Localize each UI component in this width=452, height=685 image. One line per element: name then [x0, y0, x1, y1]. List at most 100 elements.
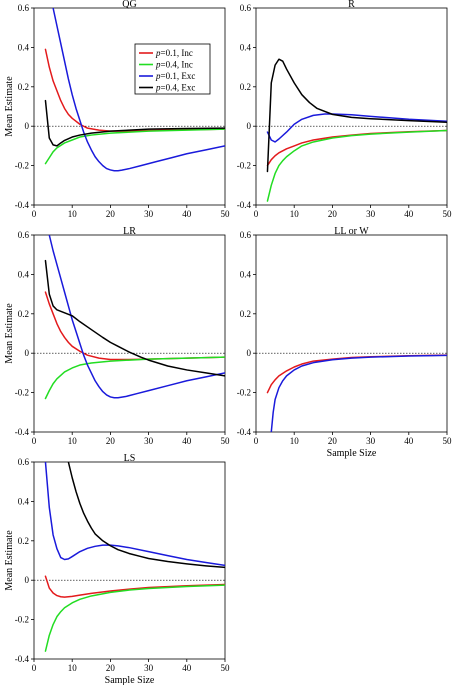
plot-frame [255, 7, 448, 206]
panel-ls: -0.4 -0.2 0 0.2 0.4 0.6 0 10 20 30 40 50 LS Mean Esti… [4, 453, 230, 685]
x-tick-label: 20 [106, 436, 116, 446]
series-line-p01-exc [266, 113, 447, 143]
series-line-p01-inc [44, 48, 225, 132]
x-tick-label: 40 [182, 209, 192, 219]
x-tick-label: 40 [182, 436, 192, 446]
y-tick-label: 0.4 [18, 496, 30, 506]
y-tick-label: -0.2 [15, 615, 29, 625]
plot-frame [33, 7, 226, 206]
y-tick-label: -0.4 [237, 200, 252, 210]
y-tick-label: 0 [25, 575, 30, 585]
series-line-p04-inc [44, 584, 225, 652]
y-tick-label: 0.2 [18, 82, 29, 92]
x-axis-label: Sample Size [327, 448, 377, 459]
x-tick-label: 10 [68, 209, 78, 219]
series-line-p01-exc [44, 462, 225, 567]
series-line-p01-exc [52, 8, 225, 172]
y-axis-label: Mean Estimate [4, 303, 15, 364]
y-tick-label: -0.4 [15, 654, 30, 664]
x-tick-label: 10 [68, 663, 78, 673]
x-tick-label: 20 [328, 436, 338, 446]
x-tick-label: 50 [221, 436, 231, 446]
panel-title: QG [122, 0, 136, 10]
panel-title: LS [124, 453, 136, 464]
panel-qg: -0.4 -0.2 0 0.2 0.4 0.6 0 10 20 30 40 50 QG Mean Esti… [4, 0, 230, 219]
y-tick-label: 0.4 [18, 269, 30, 279]
series-line-p04-exc [44, 259, 225, 377]
x-tick-label: 30 [144, 436, 154, 446]
y-tick-label: 0.2 [240, 82, 251, 92]
x-tick-label: 30 [366, 209, 376, 219]
x-tick-label: 20 [106, 209, 116, 219]
series-line-p04-exc [67, 462, 225, 569]
panel-title: LL or W [334, 226, 369, 237]
x-tick-label: 10 [290, 209, 300, 219]
legend-entry-label: p=0.4, Inc [155, 60, 193, 70]
y-axis-label: Mean Estimate [4, 530, 15, 591]
y-tick-label: -0.2 [237, 161, 251, 171]
x-tick-label: 50 [221, 209, 231, 219]
x-tick-label: 0 [254, 209, 259, 219]
y-tick-label: 0 [247, 121, 252, 131]
x-axis-label: Sample Size [105, 675, 155, 685]
panel-lr: -0.4 -0.2 0 0.2 0.4 0.6 0 10 20 30 40 50 LR Mean Esti… [4, 226, 230, 446]
x-tick-label: 30 [144, 209, 154, 219]
x-tick-label: 30 [144, 663, 154, 673]
x-tick-label: 10 [290, 436, 300, 446]
series-line-p01-inc [44, 575, 225, 598]
series-line-p04-exc [44, 99, 225, 147]
y-tick-label: 0.2 [240, 309, 251, 319]
legend-entry-label: p=0.1, Inc [155, 48, 193, 58]
x-tick-label: 0 [32, 663, 37, 673]
panel-r: -0.4 -0.2 0 0.2 0.4 0.6 0 10 20 30 40 50 R [237, 0, 452, 219]
series-line-p01-exc [48, 235, 225, 399]
y-tick-label: 0.4 [240, 269, 252, 279]
series-line-p04-exc [266, 58, 447, 173]
y-tick-label: 0.4 [18, 42, 30, 52]
x-tick-label: 0 [254, 436, 259, 446]
y-tick-label: 0 [25, 121, 30, 131]
y-tick-label: 0.2 [18, 536, 29, 546]
y-tick-label: -0.2 [15, 161, 29, 171]
x-tick-label: 20 [328, 209, 338, 219]
x-tick-label: 0 [32, 209, 37, 219]
x-tick-label: 0 [32, 436, 37, 446]
y-tick-label: 0.6 [18, 230, 30, 240]
x-tick-label: 30 [366, 436, 376, 446]
x-tick-label: 50 [443, 209, 452, 219]
panel-title: R [348, 0, 355, 10]
y-tick-label: -0.2 [15, 388, 29, 398]
y-tick-label: 0.6 [18, 457, 30, 467]
series-line-p01-exc [270, 354, 447, 432]
y-tick-label: -0.4 [15, 427, 30, 437]
series-line-p01-inc [266, 354, 447, 394]
x-tick-label: 20 [106, 663, 116, 673]
series-line-p04-inc [44, 356, 225, 400]
series-line-p04-inc [44, 128, 225, 165]
x-tick-label: 40 [182, 663, 192, 673]
y-tick-label: -0.4 [237, 427, 252, 437]
legend-entry-label: p=0.4, Exc [155, 83, 195, 93]
x-tick-label: 40 [404, 436, 414, 446]
y-tick-label: 0.6 [240, 3, 252, 13]
y-tick-label: -0.2 [237, 388, 251, 398]
series-line-p04-inc [266, 129, 447, 202]
y-tick-label: 0.4 [240, 42, 252, 52]
y-tick-label: 0 [247, 348, 252, 358]
plot-frame [33, 461, 226, 660]
legend-entry-label: p=0.1, Exc [155, 71, 195, 81]
panel-ll-or-w: -0.4 -0.2 0 0.2 0.4 0.6 0 10 20 30 40 50 LL or W Samp… [237, 226, 452, 459]
x-tick-label: 10 [68, 436, 78, 446]
y-tick-label: 0.6 [240, 230, 252, 240]
y-tick-label: -0.4 [15, 200, 30, 210]
x-tick-label: 50 [443, 436, 452, 446]
x-tick-label: 50 [221, 663, 231, 673]
plot-frame [33, 234, 226, 433]
y-tick-label: 0.2 [18, 309, 29, 319]
series-line-p01-inc [44, 291, 225, 361]
plot-frame [255, 234, 448, 433]
y-tick-label: 0.6 [18, 3, 30, 13]
y-axis-label: Mean Estimate [4, 76, 15, 137]
